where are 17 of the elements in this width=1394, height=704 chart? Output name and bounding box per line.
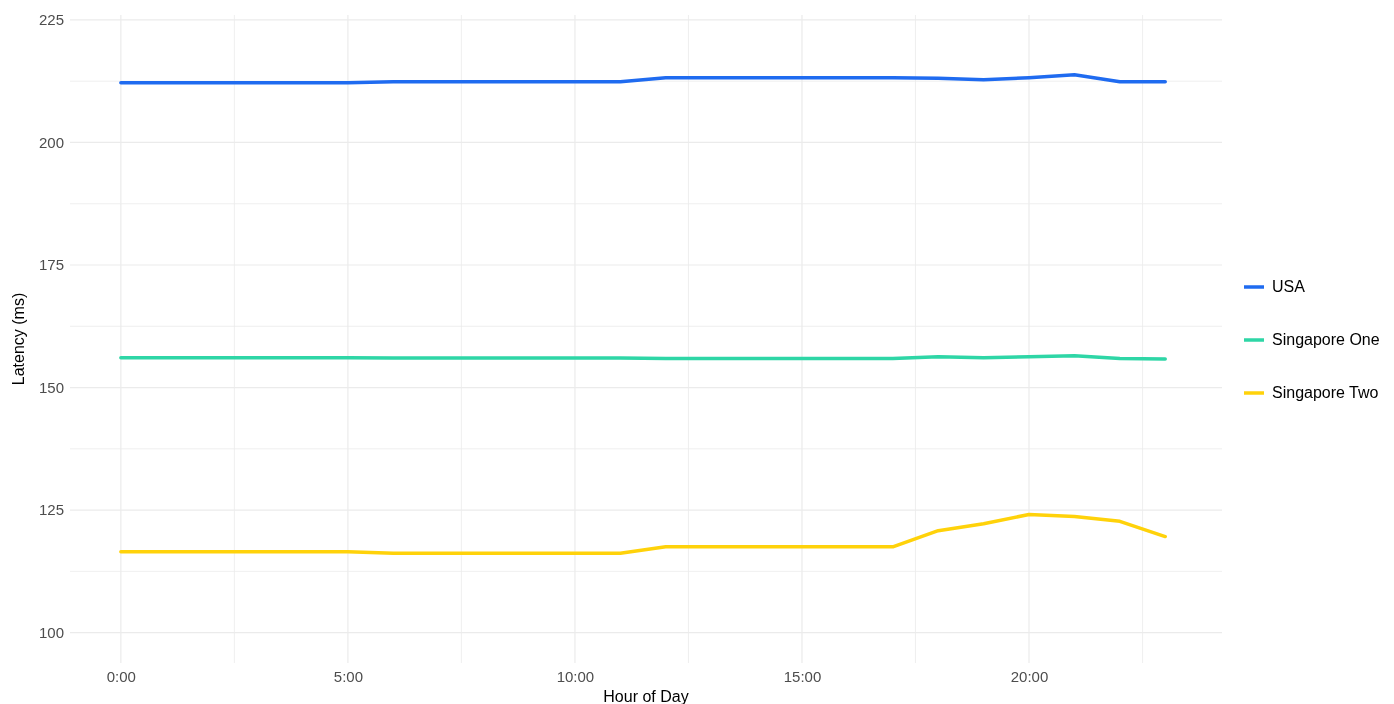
x-tick-label: 0:00 — [106, 667, 136, 685]
y-tick-label: 175 — [38, 256, 64, 274]
y-tick-label: 150 — [38, 378, 64, 396]
legend-label: Singapore One — [1272, 331, 1380, 348]
legend-label: USA — [1272, 278, 1306, 295]
y-tick-label: 200 — [38, 133, 64, 151]
line-series — [119, 512, 1167, 555]
line-series — [119, 73, 1167, 85]
x-tick-label: 5:00 — [333, 667, 363, 685]
y-tick-label: 100 — [38, 623, 64, 641]
x-tick-label: 20:00 — [1010, 667, 1049, 685]
x-tick-label: 15:00 — [783, 667, 822, 685]
x-tick-label: 10:00 — [556, 667, 595, 685]
y-tick-label: 225 — [38, 11, 64, 29]
y-tick-label: 125 — [38, 501, 64, 519]
legend-label: Singapore Two — [1272, 384, 1379, 401]
y-axis-title: Latency (ms) — [10, 292, 27, 386]
